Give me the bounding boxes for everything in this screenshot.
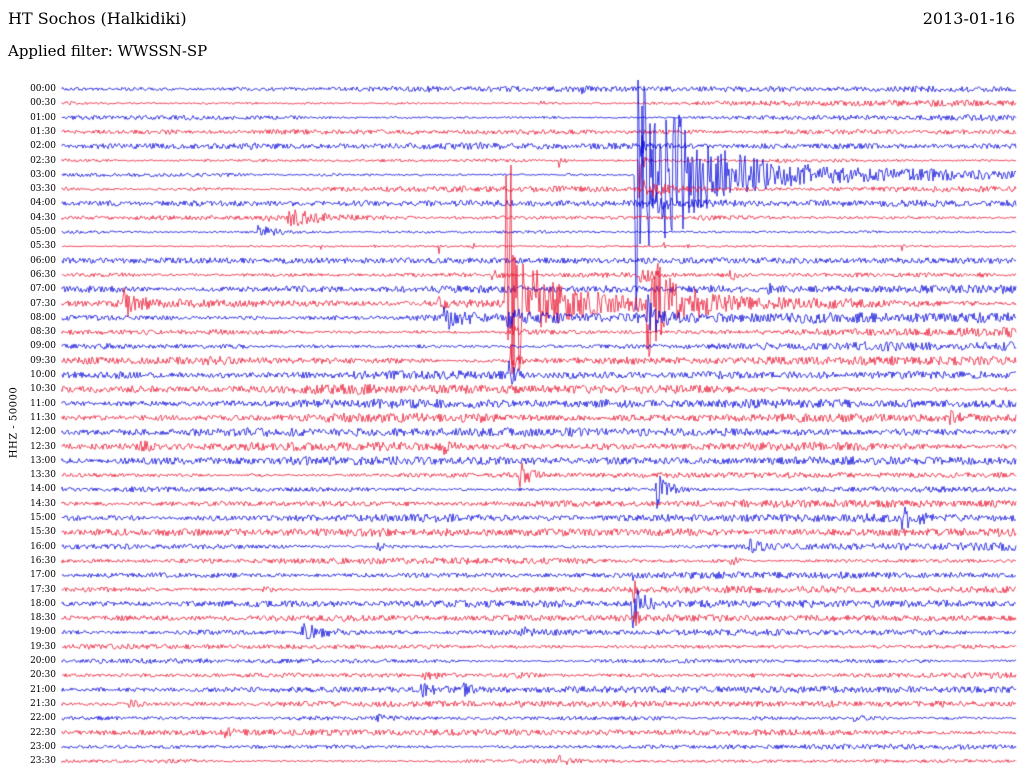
- time-label: 22:30: [30, 727, 56, 738]
- time-label: 23:30: [30, 756, 56, 767]
- time-label: 12:30: [30, 441, 56, 452]
- time-label: 01:30: [30, 126, 56, 137]
- time-label: 04:30: [30, 212, 56, 223]
- time-label: 17:30: [30, 584, 56, 595]
- time-label: 13:30: [30, 470, 56, 481]
- time-label: 07:30: [30, 298, 56, 309]
- time-label: 05:30: [30, 241, 56, 252]
- time-label: 18:00: [30, 598, 56, 609]
- time-label: 23:00: [30, 741, 56, 752]
- time-label: 09:30: [30, 355, 56, 366]
- time-label: 07:00: [30, 284, 56, 295]
- time-label: 12:00: [30, 427, 56, 438]
- time-label: 10:00: [30, 370, 56, 380]
- time-label: 15:30: [30, 527, 56, 538]
- time-label: 18:30: [30, 613, 56, 624]
- time-label: 11:00: [30, 398, 56, 409]
- time-label: 16:00: [30, 541, 56, 552]
- time-label: 11:30: [30, 412, 56, 423]
- time-label: 06:30: [30, 269, 56, 280]
- time-label: 16:30: [30, 555, 56, 566]
- time-label: 13:00: [30, 455, 56, 466]
- time-label: 21:00: [30, 684, 56, 695]
- time-label: 14:00: [30, 484, 56, 495]
- time-label: 03:00: [30, 169, 56, 180]
- time-label: 20:00: [30, 656, 56, 666]
- time-label: 06:00: [30, 255, 56, 266]
- time-label: 01:00: [30, 112, 56, 123]
- time-label: 08:30: [30, 327, 56, 338]
- time-label: 14:30: [30, 498, 56, 509]
- time-label: 19:30: [30, 641, 56, 652]
- time-label: 15:00: [30, 513, 56, 523]
- time-label: 00:00: [30, 84, 56, 94]
- time-label: 21:30: [30, 698, 56, 709]
- time-label: 17:00: [30, 570, 56, 581]
- time-label: 22:00: [30, 713, 56, 724]
- time-label: 00:30: [30, 98, 56, 109]
- time-label: 20:30: [30, 670, 56, 681]
- time-label: 02:00: [30, 141, 56, 152]
- time-label: 08:00: [30, 312, 56, 323]
- time-label: 04:00: [30, 198, 56, 209]
- time-label: 19:00: [30, 627, 56, 638]
- time-label: 02:30: [30, 155, 56, 166]
- time-label: 03:30: [30, 184, 56, 195]
- time-label: 10:30: [30, 384, 56, 395]
- time-label: 09:00: [30, 341, 56, 352]
- time-label: 05:00: [30, 227, 56, 237]
